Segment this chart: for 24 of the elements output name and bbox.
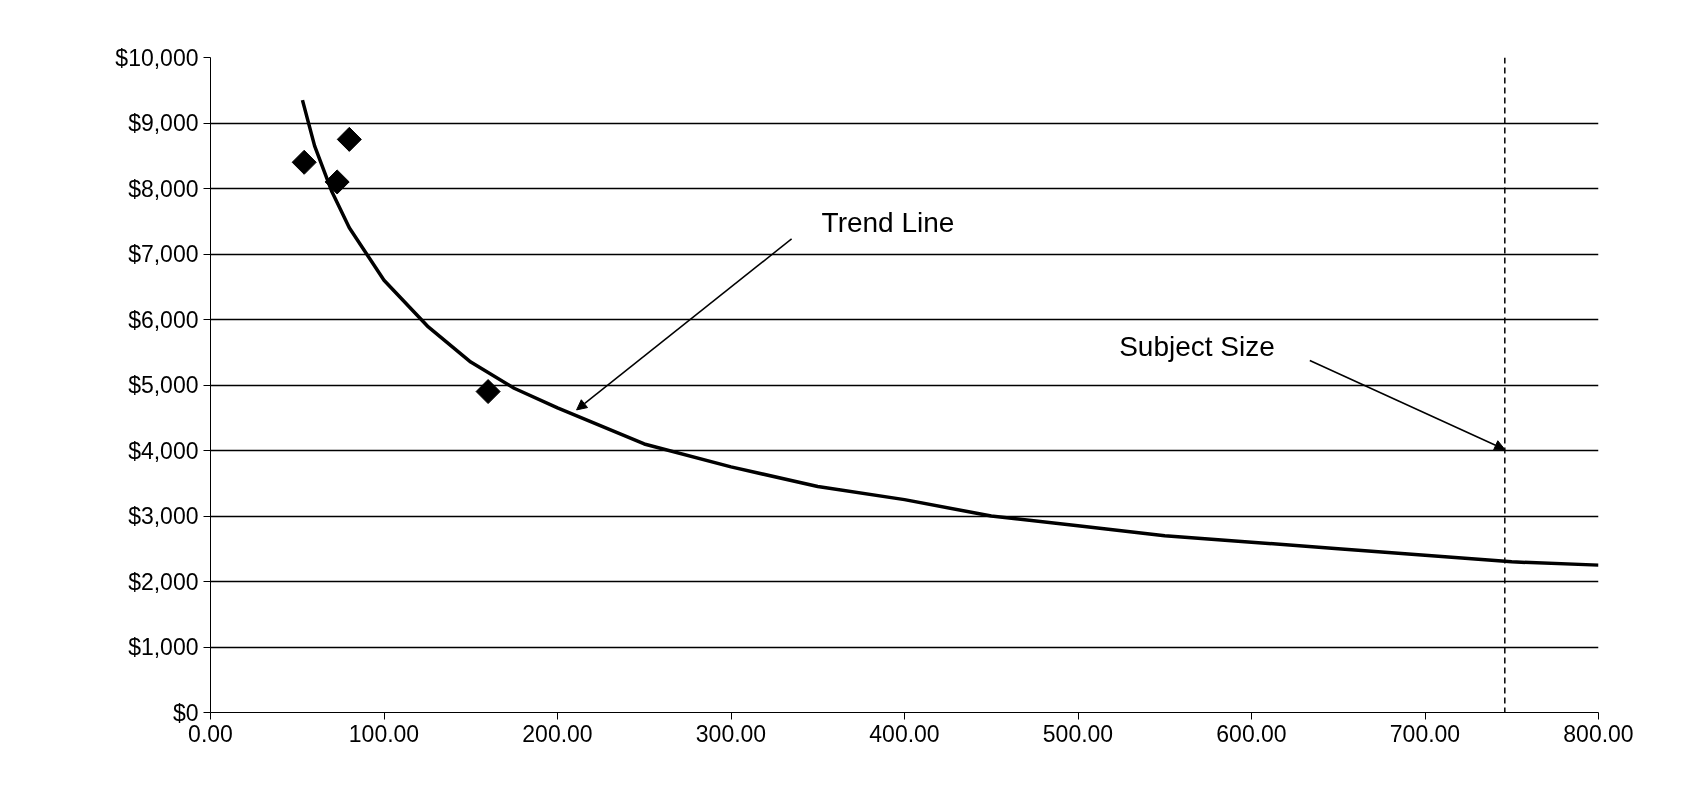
point xyxy=(336,126,362,152)
point xyxy=(291,149,317,175)
y-tick-label: $7,000 xyxy=(128,241,199,267)
y-tick-label: $4,000 xyxy=(128,437,199,464)
y-tick-label: $6,000 xyxy=(128,306,199,333)
x-tick-label: 200.00 xyxy=(522,720,593,747)
x-tick-label: 500.00 xyxy=(1042,720,1114,747)
y-tick-label: $10,000 xyxy=(115,44,199,71)
annotation: Subject Size xyxy=(1119,330,1275,362)
x-tick-label: 600.00 xyxy=(1216,720,1287,747)
y-tick-label: $1,000 xyxy=(128,634,199,660)
y-tick-label: $9,000 xyxy=(128,110,199,136)
annotation: Trend Line xyxy=(821,207,955,239)
y-tick-label: $2,000 xyxy=(128,568,199,595)
x-tick-label: 400.00 xyxy=(869,720,940,747)
x-tick-label: 700.00 xyxy=(1389,720,1461,747)
x-tick-label: 100.00 xyxy=(348,720,420,747)
y-tick-label: $5,000 xyxy=(128,372,199,398)
point xyxy=(324,169,350,195)
point xyxy=(475,379,501,405)
x-tick-label: 800.00 xyxy=(1563,720,1634,747)
y-tick-label: $3,000 xyxy=(128,503,199,529)
y-tick-label: $8,000 xyxy=(128,175,199,202)
x-tick-label: 300.00 xyxy=(695,720,767,747)
